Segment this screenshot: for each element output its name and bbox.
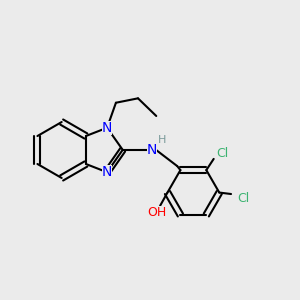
Text: N: N: [102, 121, 112, 135]
Text: N: N: [102, 165, 112, 179]
Text: OH: OH: [148, 206, 167, 219]
Text: H: H: [158, 135, 166, 146]
Text: N: N: [147, 143, 157, 157]
Text: Cl: Cl: [237, 192, 249, 205]
Text: Cl: Cl: [217, 146, 229, 160]
